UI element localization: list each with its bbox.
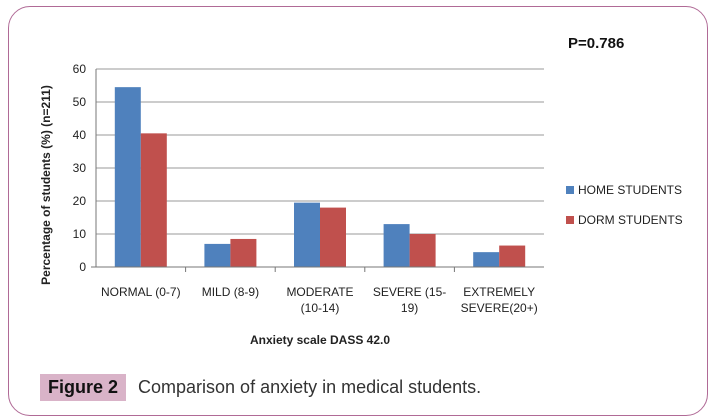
bar-home (204, 243, 231, 267)
gridlines (96, 68, 544, 235)
y-tick-label: 30 (73, 161, 87, 175)
x-tick-label: MODERATE (10-14) (286, 285, 353, 315)
bar-dorm (499, 245, 526, 267)
figure-caption: Figure 2 Comparison of anxiety in medica… (40, 372, 481, 402)
x-tick-label: EXTREMELY SEVERE(20+) (461, 285, 538, 315)
p-value-annotation: P=0.786 (568, 35, 624, 52)
bar-chart: 0 10 20 30 40 50 60 NORMAL (0-7) MILD (8-9) MODE… (39, 35, 683, 347)
bar-dorm (230, 238, 257, 267)
x-tick-label: NORMAL (0-7) (101, 285, 181, 299)
bar-home (114, 87, 141, 268)
y-tick-label: 20 (73, 194, 87, 208)
x-axis-label: Anxiety scale DASS 42.0 (250, 333, 390, 347)
bar-dorm (409, 234, 436, 267)
y-tick-label: 0 (79, 260, 86, 274)
axes (91, 69, 544, 272)
x-tick-labels: NORMAL (0-7) MILD (8-9) MODERATE (10-14) SEV… (101, 285, 538, 315)
bars (114, 87, 526, 268)
y-tick-label: 60 (73, 62, 87, 76)
legend-label: DORM STUDENTS (578, 213, 683, 227)
bar-home (294, 202, 320, 267)
bar-dorm (320, 207, 346, 267)
figure-label: Figure 2 (40, 373, 127, 401)
legend-swatch (566, 186, 574, 194)
y-tick-labels: 0 10 20 30 40 50 60 (73, 62, 87, 274)
figure-caption-text: Comparison of anxiety in medical student… (138, 376, 482, 397)
y-tick-label: 10 (73, 227, 87, 241)
bar-home (473, 252, 500, 267)
bar-home (383, 224, 410, 267)
y-tick-label: 50 (73, 95, 87, 109)
bar-dorm (140, 133, 167, 267)
legend-swatch (566, 216, 574, 224)
x-tick-label: MILD (8-9) (202, 285, 259, 299)
legend: HOME STUDENTS DORM STUDENTS (566, 183, 683, 227)
x-tick-label: SEVERE (15-19) (373, 285, 446, 315)
legend-label: HOME STUDENTS (578, 183, 682, 197)
y-tick-label: 40 (73, 128, 87, 142)
y-axis-label: Percentage of students (%) (n=211) (39, 85, 53, 285)
